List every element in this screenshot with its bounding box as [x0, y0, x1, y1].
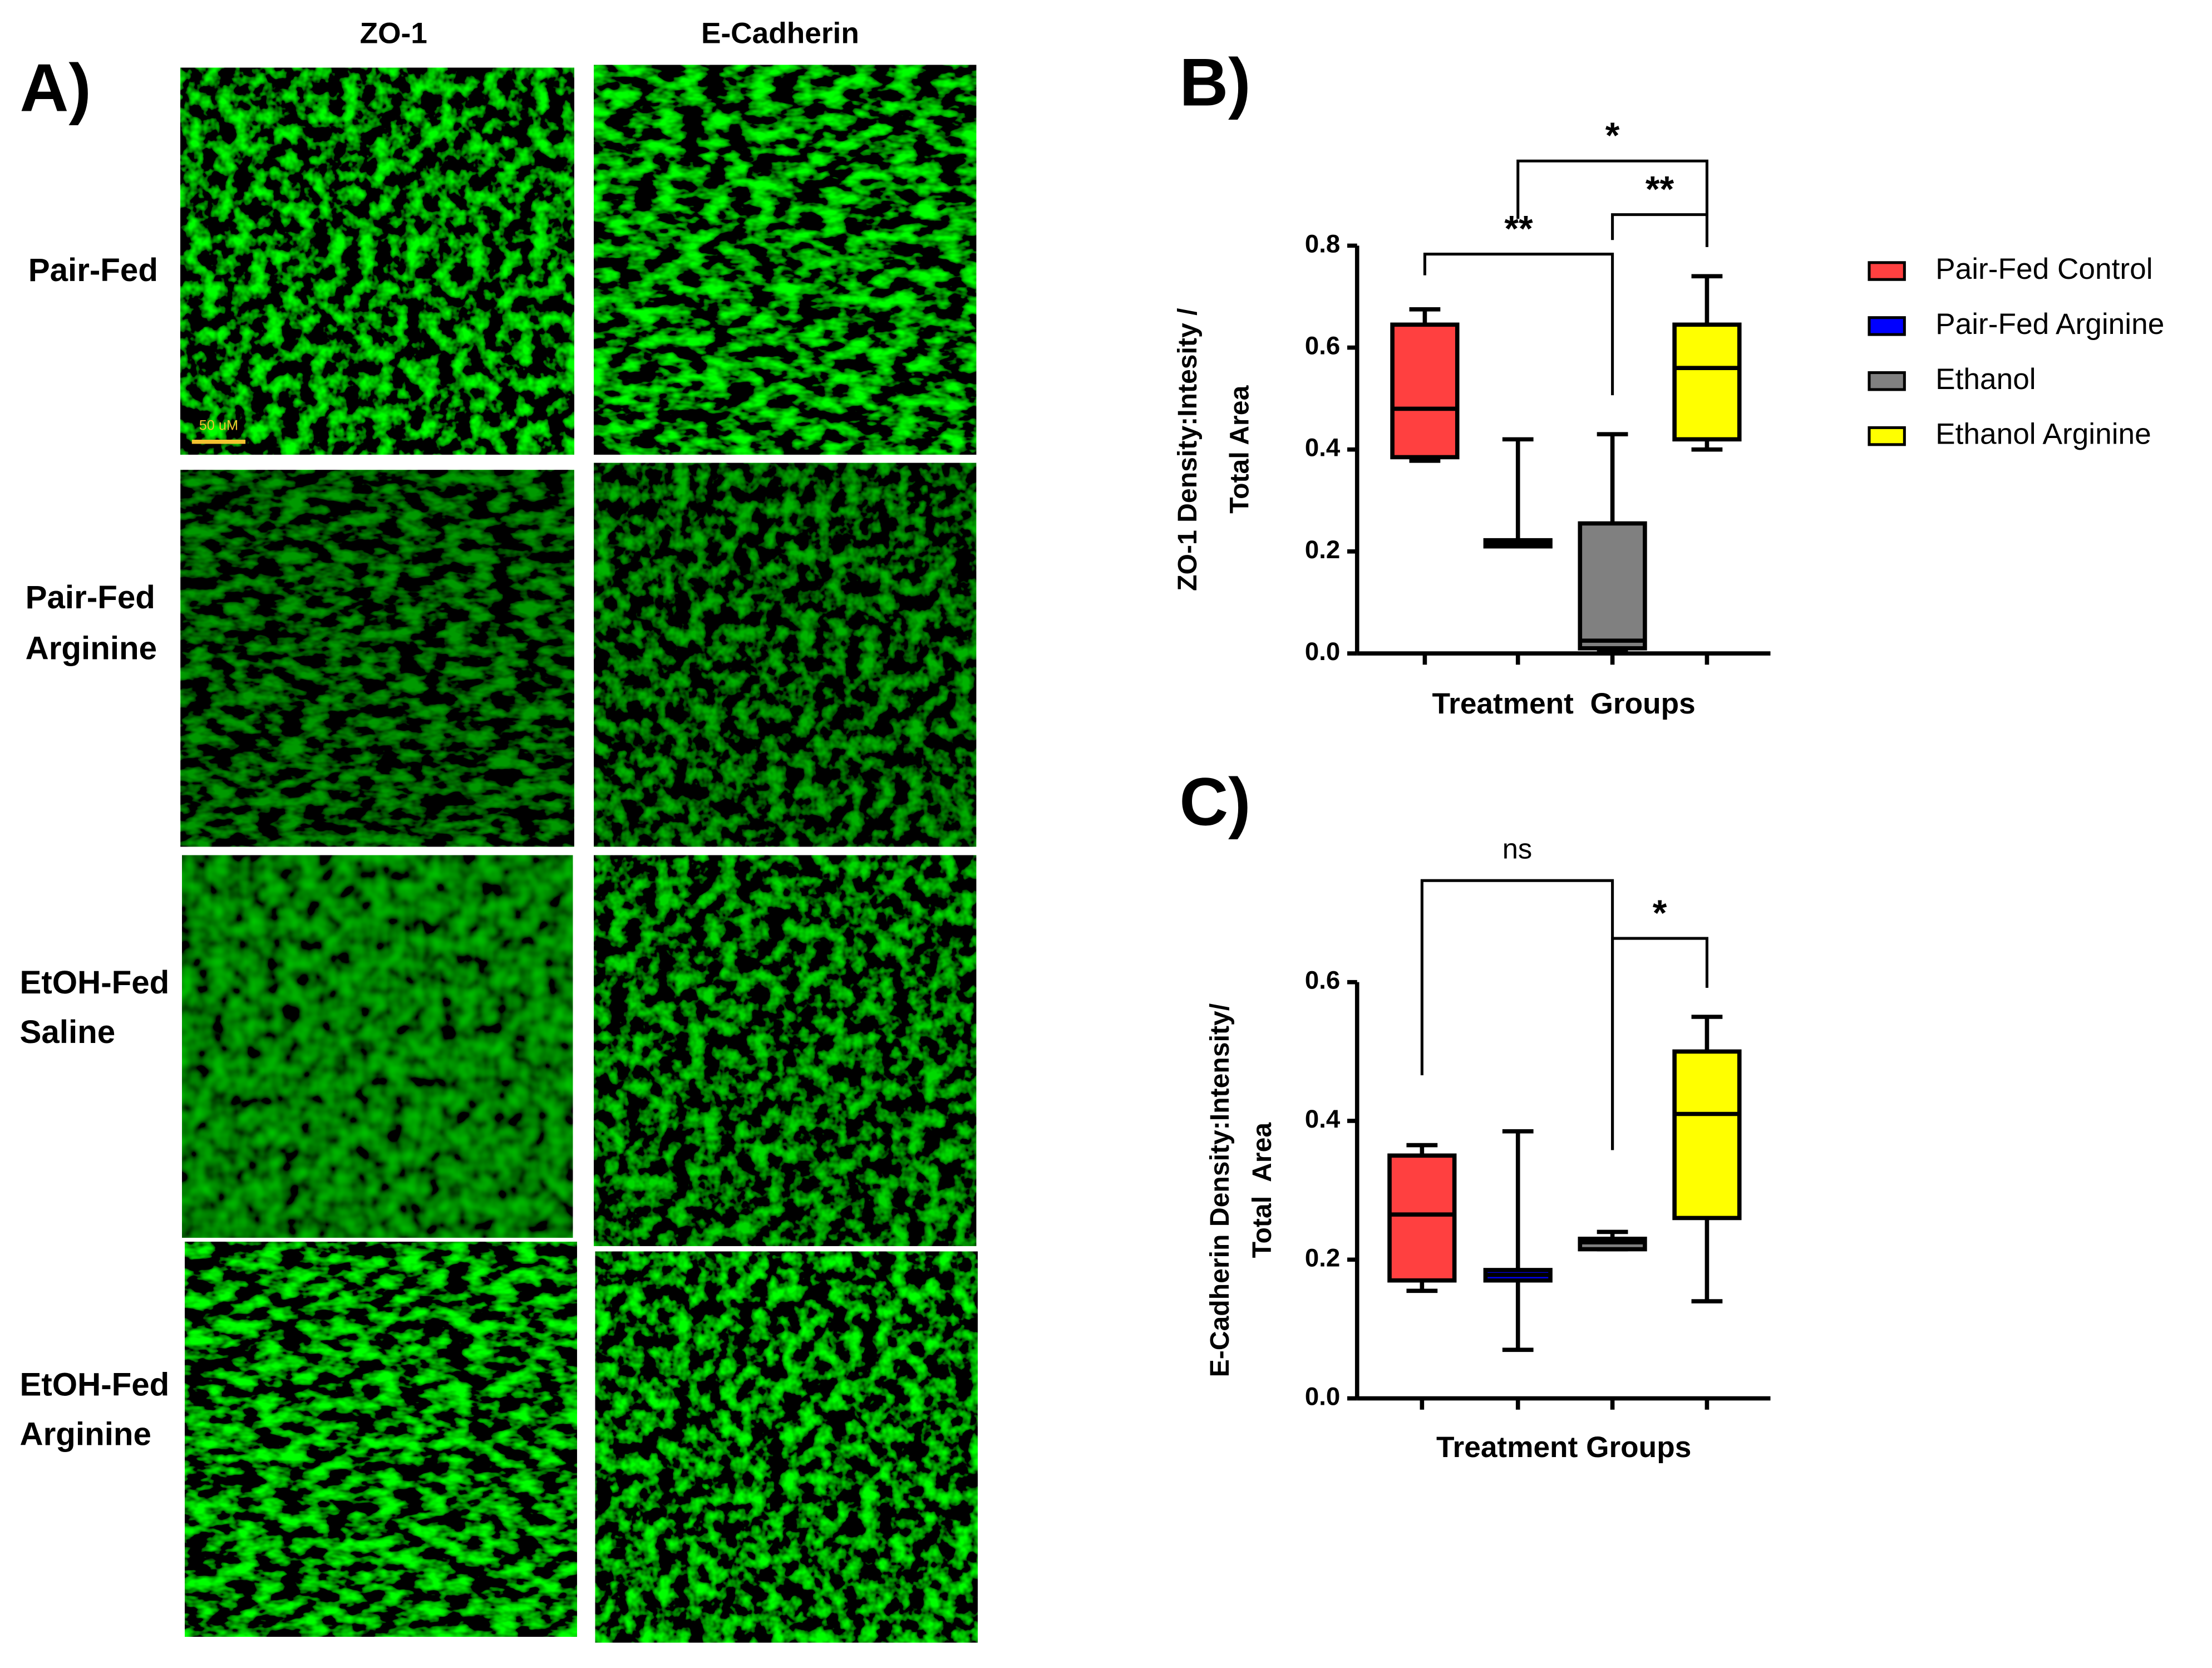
legend-label: Pair-Fed Control: [1935, 253, 2152, 286]
legend-swatch: [1868, 371, 1906, 391]
row-label: Arginine: [26, 630, 157, 666]
row-label: Pair-Fed: [28, 252, 158, 288]
y-tick-label: 0.2: [1305, 1243, 1340, 1272]
box: [1387, 1153, 1457, 1283]
y-tick-label: 0.6: [1305, 332, 1340, 360]
box: [1390, 322, 1460, 460]
y-tick-label: 0.0: [1305, 1382, 1340, 1411]
micrograph: [594, 65, 977, 455]
panel-label: C): [1179, 764, 1250, 839]
y-axis-label: Total Area: [1247, 1122, 1277, 1258]
x-axis-label: Treatment Groups: [1436, 1431, 1691, 1464]
legend-label: Ethanol Arginine: [1935, 418, 2151, 451]
significance-bracket: [1423, 253, 1614, 396]
y-tick-label: 0.2: [1305, 535, 1340, 564]
significance-label: *: [1653, 892, 1667, 933]
y-tick-label: 0.6: [1305, 966, 1340, 995]
y-tick-label: 0.8: [1305, 229, 1340, 258]
micrograph: [185, 1242, 577, 1637]
significance-bracket: [1516, 159, 1708, 219]
box: [1672, 1049, 1742, 1221]
y-tick-label: 0.4: [1305, 1105, 1341, 1133]
significance-label: ns: [1502, 833, 1533, 864]
row-label: Saline: [19, 1014, 115, 1050]
micrograph: [594, 855, 977, 1246]
row-label: Pair-Fed: [26, 579, 155, 616]
panel-label: A): [19, 50, 91, 126]
significance-bracket: [1611, 937, 1708, 1150]
panel-label: B): [1179, 45, 1250, 120]
significance-bracket: [1420, 879, 1614, 1150]
y-tick-label: 0.0: [1305, 637, 1340, 666]
significance-label: *: [1605, 115, 1620, 156]
y-axis-label: E-Cadherin Density:Intensity/: [1205, 1003, 1235, 1377]
scale-bar-label: 50 uM: [199, 418, 238, 434]
row-label: EtOH-Fed: [19, 965, 169, 1001]
legend-swatch: [1868, 316, 1906, 336]
box: [1578, 521, 1647, 651]
box: [1672, 322, 1742, 442]
y-axis-label: ZO-1 Density:Intesity /: [1172, 308, 1203, 591]
row-label: EtOH-Fed: [19, 1367, 169, 1403]
legend-swatch: [1868, 261, 1906, 281]
legend-label: Pair-Fed Arginine: [1935, 308, 2164, 341]
y-tick-label: 0.4: [1305, 434, 1341, 462]
row-label: Arginine: [19, 1416, 151, 1452]
column-label: ZO-1: [360, 17, 427, 50]
micrograph-grid: 50 uM ZO-1 E-Cadherin Pair-Fed Pair-Fed …: [19, 17, 978, 1643]
y-axis-label: Total Area: [1225, 385, 1255, 513]
column-label: E-Cadherin: [701, 17, 859, 50]
micrograph: [180, 470, 574, 847]
micrograph: [180, 67, 574, 455]
significance-label: **: [1646, 168, 1674, 209]
micrograph: [595, 1251, 978, 1643]
significance-bracket: [1611, 213, 1708, 247]
legend-label: Ethanol: [1935, 363, 2036, 396]
micrograph: [182, 855, 573, 1238]
micrograph: [594, 462, 977, 847]
x-axis-label: Treatment Groups: [1432, 687, 1696, 720]
legend-swatch: [1868, 426, 1906, 446]
